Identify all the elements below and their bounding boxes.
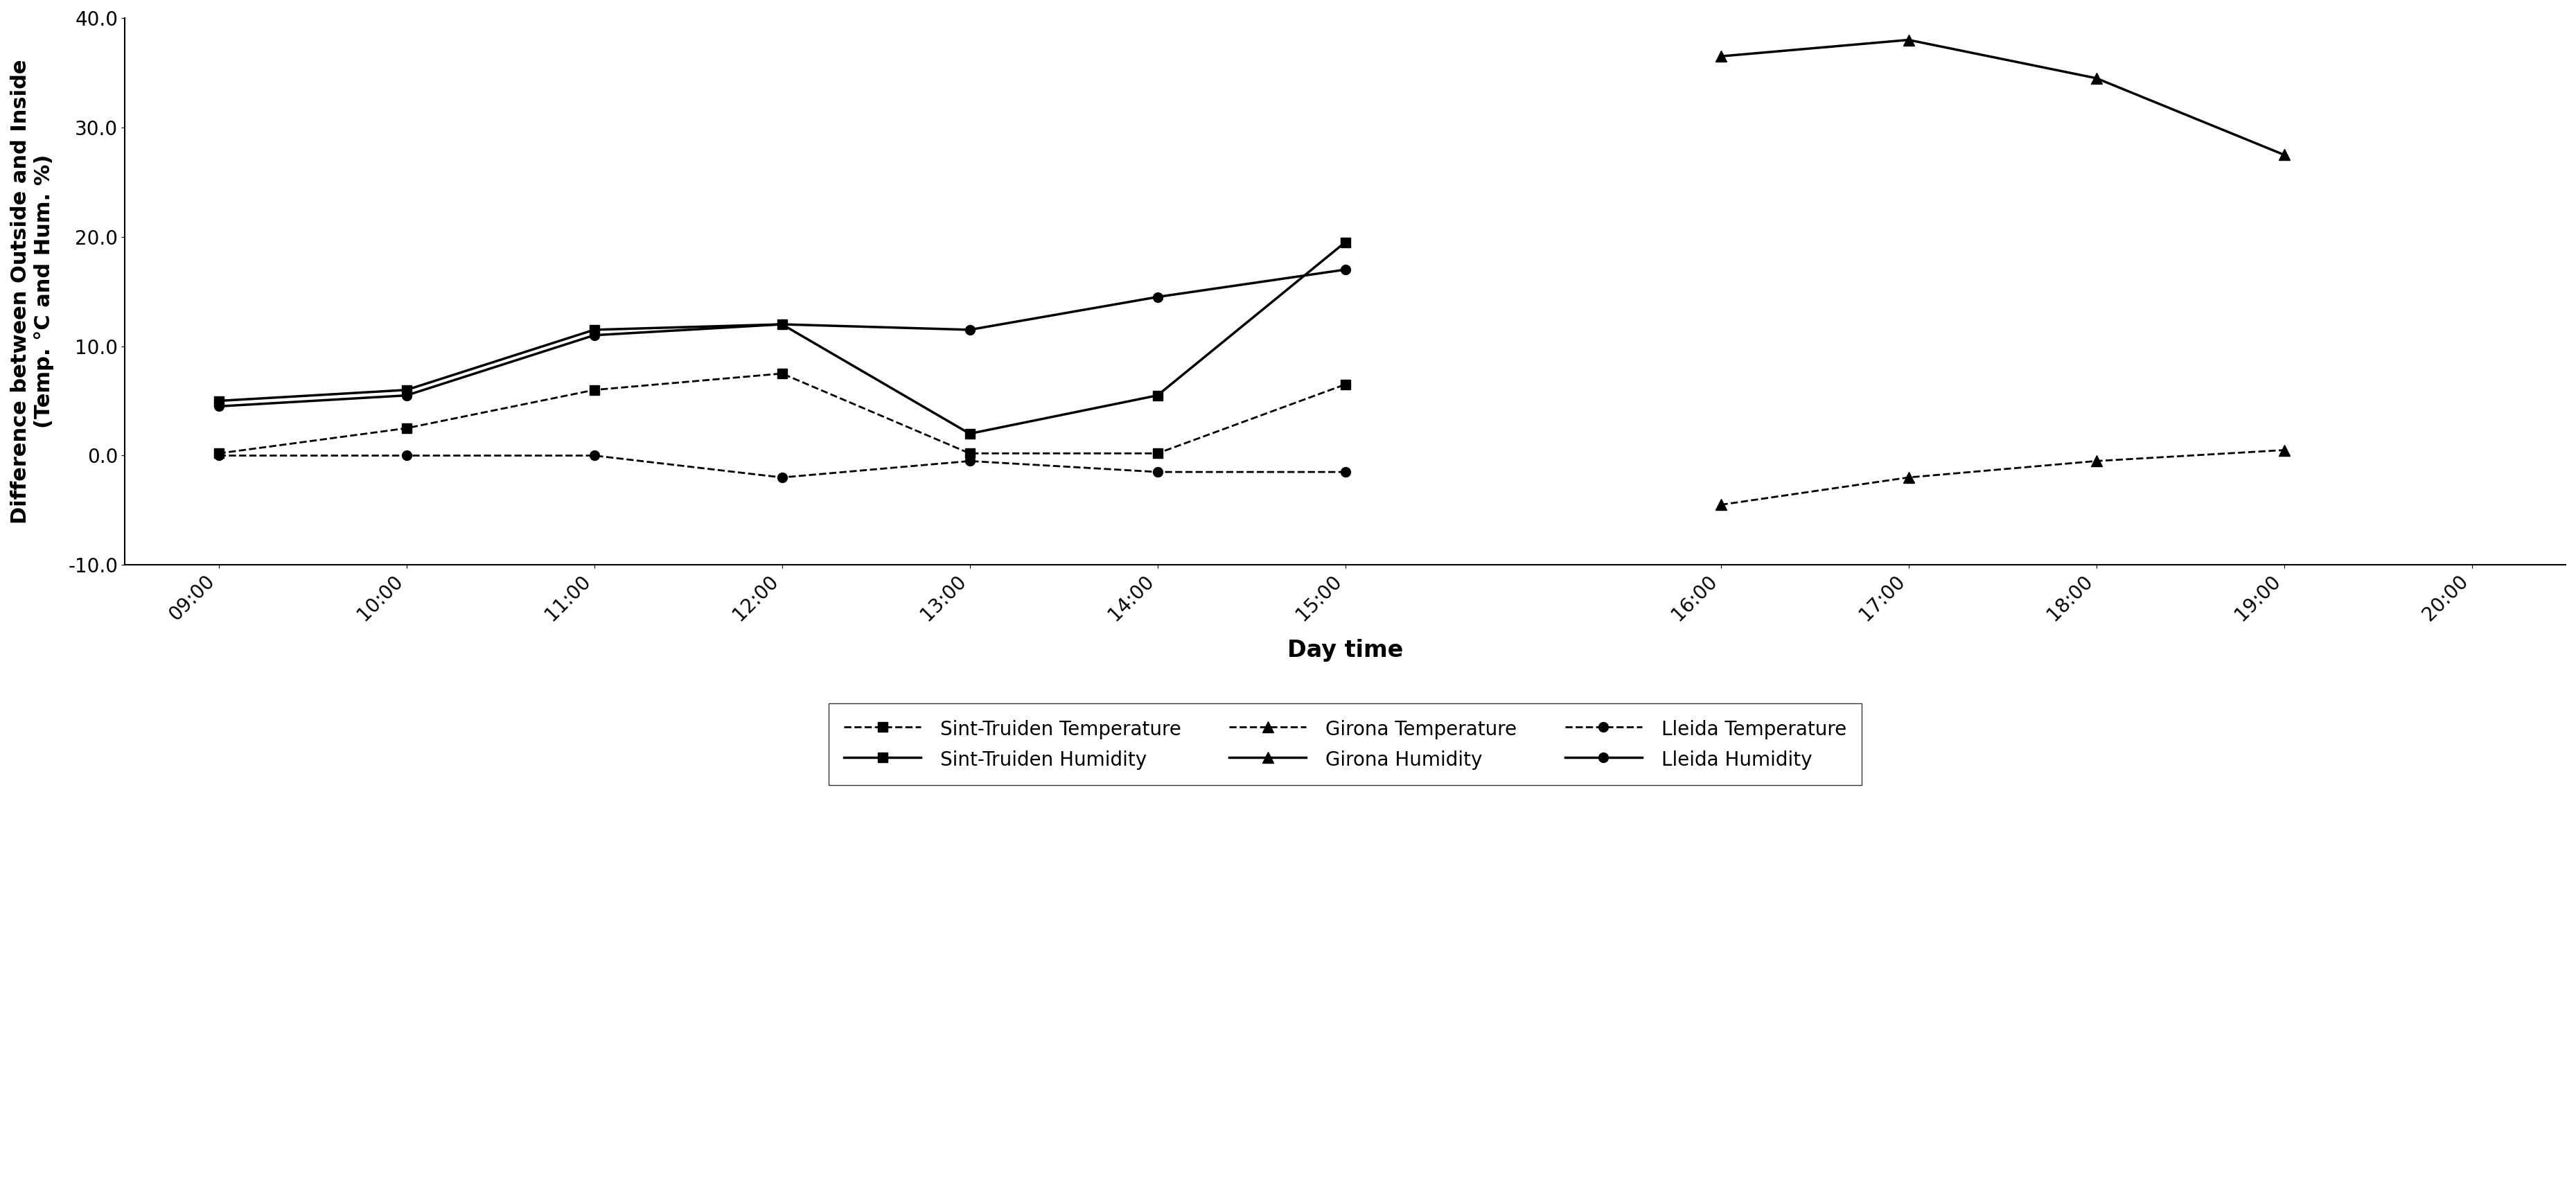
Sint-Truiden Temperature (204, 446, 234, 461)
Sint-Truiden Humidity (204, 394, 234, 408)
Lleida Humidity (1141, 290, 1172, 304)
Girona Temperature (2081, 453, 2112, 468)
Line: Lleida Humidity: Lleida Humidity (214, 265, 1350, 411)
Sint-Truiden Temperature (1141, 446, 1172, 461)
Sint-Truiden Humidity (953, 426, 984, 440)
Lleida Humidity (768, 317, 799, 331)
Lleida Temperature (768, 470, 799, 484)
Line: Sint-Truiden Temperature: Sint-Truiden Temperature (214, 369, 1350, 458)
Girona Humidity (2269, 147, 2300, 161)
Sint-Truiden Humidity (392, 383, 422, 398)
X-axis label: Day time: Day time (1288, 640, 1404, 662)
Girona Humidity (1893, 33, 1924, 47)
Sint-Truiden Temperature (1329, 377, 1360, 392)
Girona Temperature (1893, 470, 1924, 484)
Sint-Truiden Temperature (392, 421, 422, 436)
Sint-Truiden Humidity (580, 323, 611, 337)
Sint-Truiden Humidity (768, 317, 799, 331)
Line: Lleida Temperature: Lleida Temperature (214, 451, 1350, 482)
Lleida Humidity (953, 323, 984, 337)
Lleida Temperature (953, 453, 984, 468)
Lleida Humidity (580, 328, 611, 342)
Line: Girona Humidity: Girona Humidity (1716, 34, 2290, 160)
Girona Humidity (2081, 71, 2112, 85)
Lleida Temperature (1141, 465, 1172, 480)
Lleida Temperature (580, 449, 611, 463)
Sint-Truiden Humidity (1141, 388, 1172, 402)
Legend: Sint-Truiden Temperature, Sint-Truiden Humidity, Girona Temperature, Girona Humi: Sint-Truiden Temperature, Sint-Truiden H… (829, 704, 1862, 785)
Lleida Temperature (1329, 465, 1360, 480)
Sint-Truiden Temperature (580, 383, 611, 398)
Sint-Truiden Temperature (953, 446, 984, 461)
Y-axis label: Difference between Outside and Inside
(Temp. °C and Hum. %): Difference between Outside and Inside (T… (10, 59, 54, 523)
Line: Sint-Truiden Humidity: Sint-Truiden Humidity (214, 237, 1350, 438)
Girona Temperature (1705, 497, 1736, 512)
Sint-Truiden Humidity (1329, 235, 1360, 249)
Girona Humidity (1705, 49, 1736, 63)
Lleida Humidity (1329, 262, 1360, 277)
Girona Temperature (2269, 443, 2300, 457)
Sint-Truiden Temperature (768, 367, 799, 381)
Line: Girona Temperature: Girona Temperature (1716, 444, 2290, 510)
Lleida Humidity (392, 388, 422, 402)
Lleida Temperature (392, 449, 422, 463)
Lleida Humidity (204, 399, 234, 413)
Lleida Temperature (204, 449, 234, 463)
